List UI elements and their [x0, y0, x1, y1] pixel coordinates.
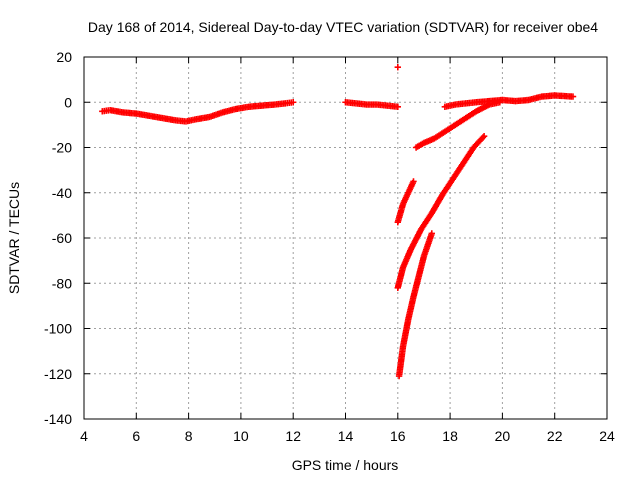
data-point: [428, 230, 435, 237]
series-segment-3: [441, 92, 577, 110]
x-tick-label: 22: [547, 428, 563, 444]
x-tick-label: 6: [132, 428, 140, 444]
data-point-interp: [479, 134, 487, 141]
y-tick-label: 20: [56, 49, 72, 65]
x-tick-label: 24: [599, 428, 615, 444]
y-tick-label: -20: [52, 140, 72, 156]
x-tick-label: 14: [338, 428, 354, 444]
series-arc-c: [394, 132, 488, 291]
series-segment-1: [99, 99, 297, 125]
y-tick-label: 0: [64, 94, 72, 110]
series-segment-2: [342, 99, 401, 110]
x-tick-label: 12: [285, 428, 301, 444]
x-tick-label: 10: [233, 428, 249, 444]
data-point: [480, 132, 488, 140]
y-tick-label: -120: [44, 366, 72, 382]
data-point: [410, 178, 417, 185]
y-tick-label: -100: [44, 321, 72, 337]
data-point: [496, 99, 503, 106]
series-arc-b: [412, 99, 503, 151]
chart-title: Day 168 of 2014, Sidereal Day-to-day VTE…: [88, 19, 598, 35]
series-arc-d: [395, 230, 435, 380]
data-point: [569, 93, 577, 100]
y-tick-label: -60: [52, 230, 72, 246]
x-axis-label: GPS time / hours: [292, 457, 399, 473]
y-axis-label: SDTVAR / TECUs: [6, 182, 22, 294]
x-tick-label: 18: [442, 428, 458, 444]
data-point: [290, 99, 297, 106]
data-point: [394, 103, 401, 110]
series-arc-a: [394, 178, 417, 226]
x-tick-label: 16: [390, 428, 406, 444]
series-outlier: [394, 63, 401, 71]
y-tick-label: -140: [44, 411, 72, 427]
y-tick-label: -80: [52, 275, 72, 291]
x-tick-label: 20: [495, 428, 511, 444]
x-tick-label: 4: [80, 428, 88, 444]
y-tick-label: -40: [52, 185, 72, 201]
data-points: [99, 63, 577, 380]
x-tick-label: 8: [185, 428, 193, 444]
ticks: 4 6 8 10 12 14 16 18 20 22 24 -140 -120 -100 -80 -60 -40…: [44, 49, 615, 444]
data-point: [394, 63, 401, 71]
grid: [84, 57, 607, 419]
